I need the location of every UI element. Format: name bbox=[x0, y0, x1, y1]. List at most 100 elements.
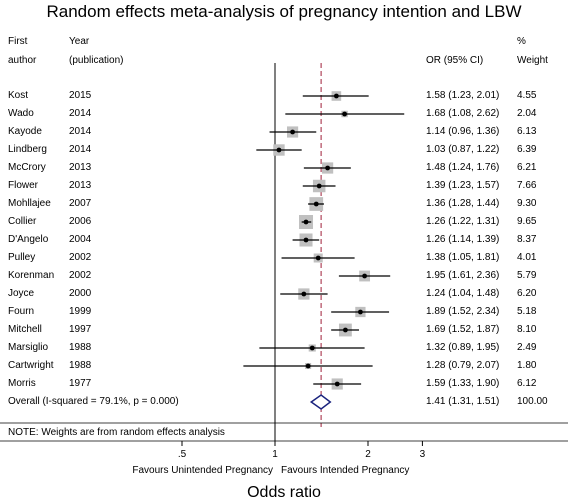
study-author: Collier bbox=[8, 216, 37, 227]
study-author: Mitchell bbox=[8, 324, 42, 335]
point-estimate bbox=[313, 201, 319, 207]
x-tick-label: 1 bbox=[272, 449, 278, 460]
study-weight: 4.55 bbox=[517, 90, 537, 101]
favours-right-label: Favours Intended Pregnancy bbox=[281, 465, 410, 476]
study-author: Korenman bbox=[8, 270, 55, 281]
study-weight: 5.18 bbox=[517, 306, 537, 317]
point-estimate bbox=[362, 273, 368, 279]
study-weight: 2.49 bbox=[517, 342, 537, 353]
header-percent: % bbox=[517, 36, 526, 47]
study-author: Flower bbox=[8, 180, 39, 191]
footnote: NOTE: Weights are from random effects an… bbox=[8, 427, 225, 438]
study-weight: 6.20 bbox=[517, 288, 537, 299]
study-year: 1999 bbox=[69, 306, 92, 317]
study-year: 2002 bbox=[69, 270, 92, 281]
study-weight: 6.12 bbox=[517, 378, 537, 389]
study-author: Cartwright bbox=[8, 360, 54, 371]
study-ci: 1.39 (1.23, 1.57) bbox=[426, 180, 500, 191]
header-or-ci: OR (95% CI) bbox=[426, 55, 484, 66]
study-ci: 1.68 (1.08, 2.62) bbox=[426, 108, 500, 119]
study-ci: 1.69 (1.52, 1.87) bbox=[426, 324, 500, 335]
point-estimate bbox=[305, 363, 311, 369]
study-ci: 1.28 (0.79, 2.07) bbox=[426, 360, 500, 371]
study-ci: 1.38 (1.05, 1.81) bbox=[426, 252, 500, 263]
study-ci: 1.03 (0.87, 1.22) bbox=[426, 144, 500, 155]
point-estimate bbox=[309, 345, 315, 351]
study-author: Mohllajee bbox=[8, 198, 51, 209]
study-ci: 1.24 (1.04, 1.48) bbox=[426, 288, 500, 299]
point-estimate bbox=[303, 237, 309, 243]
study-ci: 1.36 (1.28, 1.44) bbox=[426, 198, 500, 209]
point-estimate bbox=[303, 219, 309, 225]
x-axis-label: Odds ratio bbox=[247, 484, 321, 501]
study-weight: 6.13 bbox=[517, 126, 537, 137]
study-author: Marsiglio bbox=[8, 342, 49, 353]
study-author: Pulley bbox=[8, 252, 36, 263]
study-ci: 1.32 (0.89, 1.95) bbox=[426, 342, 500, 353]
study-weight: 7.66 bbox=[517, 180, 537, 191]
study-year: 2004 bbox=[69, 234, 92, 245]
study-author: Wado bbox=[8, 108, 34, 119]
study-author: Kayode bbox=[8, 126, 42, 137]
point-estimate bbox=[343, 327, 348, 333]
study-weight: 2.04 bbox=[517, 108, 537, 119]
study-year: 1988 bbox=[69, 360, 92, 371]
study-weight: 8.10 bbox=[517, 324, 537, 335]
study-ci: 1.58 (1.23, 2.01) bbox=[426, 90, 500, 101]
x-tick-label: 3 bbox=[419, 449, 426, 460]
study-author: Morris bbox=[8, 378, 36, 389]
study-author: Fourn bbox=[8, 306, 35, 317]
overall-diamond bbox=[309, 394, 332, 410]
study-weight: 1.80 bbox=[517, 360, 537, 371]
favours-left-label: Favours Unintended Pregnancy bbox=[132, 465, 273, 476]
study-year: 2014 bbox=[69, 144, 92, 155]
point-estimate bbox=[333, 93, 339, 99]
study-year: 2006 bbox=[69, 216, 92, 227]
study-year: 2014 bbox=[69, 108, 92, 119]
study-weight: 8.37 bbox=[517, 234, 537, 245]
chart-title: Random effects meta-analysis of pregnanc… bbox=[46, 2, 522, 21]
study-weight: 5.79 bbox=[517, 270, 537, 281]
header-year: Year bbox=[69, 36, 90, 47]
study-year: 2015 bbox=[69, 90, 92, 101]
study-year: 2013 bbox=[69, 180, 92, 191]
study-author: McCrory bbox=[8, 162, 46, 173]
study-weight: 4.01 bbox=[517, 252, 537, 263]
study-author: Lindberg bbox=[8, 144, 47, 155]
point-estimate bbox=[358, 309, 363, 315]
x-tick-label: .5 bbox=[177, 449, 187, 460]
study-year: 2000 bbox=[69, 288, 92, 299]
study-year: 1977 bbox=[69, 378, 92, 389]
study-ci: 1.89 (1.52, 2.34) bbox=[426, 306, 500, 317]
overall-label: Overall (I-squared = 79.1%, p = 0.000) bbox=[8, 396, 179, 407]
point-estimate bbox=[342, 111, 348, 117]
header-publication: (publication) bbox=[69, 55, 124, 66]
study-year: 2013 bbox=[69, 162, 92, 173]
overall-ci: 1.41 (1.31, 1.51) bbox=[426, 396, 500, 407]
study-weight: 9.65 bbox=[517, 216, 537, 227]
point-estimate bbox=[325, 165, 331, 171]
study-year: 2002 bbox=[69, 252, 92, 263]
point-estimate bbox=[301, 291, 307, 297]
point-estimate bbox=[316, 183, 322, 189]
study-ci: 1.26 (1.14, 1.39) bbox=[426, 234, 500, 245]
header-first: First bbox=[8, 36, 28, 47]
study-ci: 1.14 (0.96, 1.36) bbox=[426, 126, 500, 137]
study-weight: 6.21 bbox=[517, 162, 537, 173]
point-estimate bbox=[276, 147, 282, 153]
study-ci: 1.48 (1.24, 1.76) bbox=[426, 162, 500, 173]
study-weight: 9.30 bbox=[517, 198, 537, 209]
overall-weight: 100.00 bbox=[517, 396, 548, 407]
header-weight: Weight bbox=[517, 55, 548, 66]
study-year: 2007 bbox=[69, 198, 92, 209]
study-ci: 1.95 (1.61, 2.36) bbox=[426, 270, 500, 281]
study-weight: 6.39 bbox=[517, 144, 537, 155]
study-year: 1997 bbox=[69, 324, 92, 335]
study-ci: 1.59 (1.33, 1.90) bbox=[426, 378, 500, 389]
study-author: D'Angelo bbox=[8, 234, 49, 245]
point-estimate bbox=[315, 255, 321, 261]
study-author: Joyce bbox=[8, 288, 35, 299]
study-year: 1988 bbox=[69, 342, 92, 353]
x-tick-label: 2 bbox=[365, 449, 371, 460]
